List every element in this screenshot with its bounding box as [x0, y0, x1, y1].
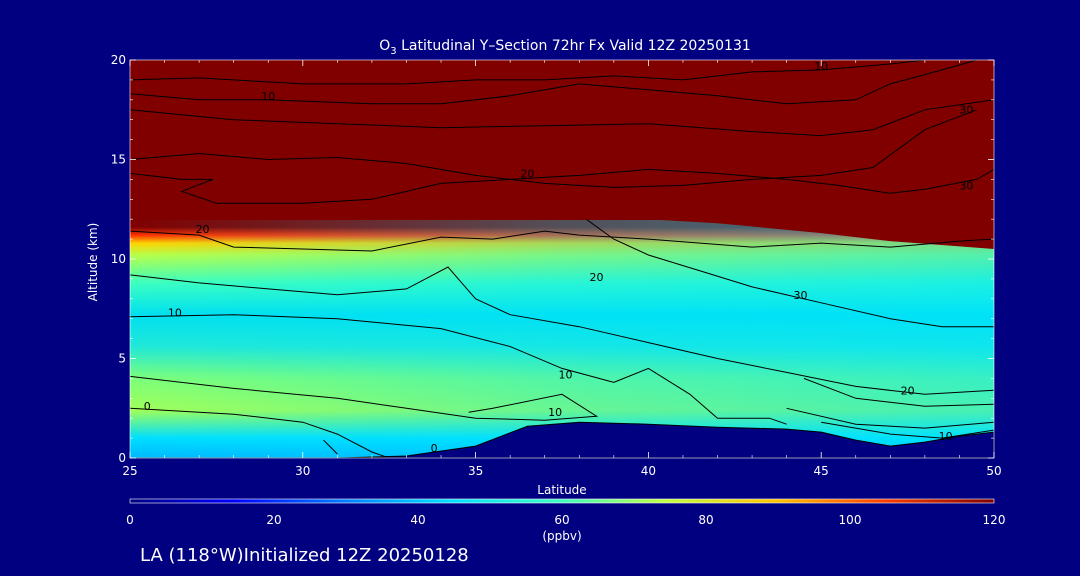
- contour-line: [130, 375, 599, 421]
- colorbar-frame: [129, 498, 995, 504]
- contour-line: [821, 421, 994, 439]
- colorbar: [130, 499, 994, 503]
- contour-line: [130, 168, 994, 204]
- colorbar-unit: (ppbv): [542, 529, 581, 543]
- y-tick-label: 15: [111, 153, 126, 167]
- contour-line: [130, 314, 787, 425]
- y-tick-label: 20: [111, 53, 126, 67]
- contour-line: [130, 407, 390, 458]
- contour-line: [130, 99, 994, 137]
- contour-label: 30: [959, 104, 973, 117]
- y-tick-label: 10: [111, 252, 126, 266]
- colorbar-tick-label: 40: [410, 513, 425, 527]
- x-tick-label: 40: [641, 464, 656, 478]
- colorbar-tick-label: 80: [698, 513, 713, 527]
- colorbar-tick-label: 120: [983, 513, 1006, 527]
- contour-label: 10: [548, 406, 562, 419]
- x-axis-label: Latitude: [537, 483, 586, 497]
- contour-label: 0: [144, 400, 151, 413]
- colorbar-tick-label: 100: [839, 513, 862, 527]
- y-axis-label: Altitude (km): [86, 223, 100, 302]
- contour-label: 10: [168, 307, 182, 320]
- contour-label: 30: [959, 179, 973, 192]
- contour-line: [786, 407, 994, 429]
- contour-line: [130, 230, 994, 252]
- chart-title: O3 Latitudinal Y–Section 72hr Fx Valid 1…: [379, 38, 751, 57]
- ozone-field-shading: [130, 220, 994, 458]
- plot-area: 10 10 30 20 30 20 20 30 10 10 10 0 0 20 10: [130, 60, 994, 458]
- contour-line: [130, 109, 977, 188]
- x-tick-label: 45: [814, 464, 829, 478]
- contour-line: [130, 266, 994, 395]
- y-tick-label: 0: [118, 451, 126, 465]
- terrain: [130, 421, 994, 458]
- x-tick-label: 25: [122, 464, 137, 478]
- contour-label: 10: [814, 60, 828, 73]
- colorbar-tick-label: 20: [266, 513, 281, 527]
- x-tick-label: 50: [986, 464, 1001, 478]
- contour-line: [803, 377, 994, 407]
- contour-label: 10: [558, 368, 572, 381]
- contour-label: 20: [901, 384, 915, 397]
- contour-label: 30: [793, 289, 807, 302]
- stratosphere-region: [130, 60, 994, 249]
- contour-label: 20: [590, 271, 604, 284]
- x-axis: 25 30 35 40 45 50: [122, 60, 1002, 478]
- x-tick-label: 30: [295, 464, 310, 478]
- contour-line: [130, 60, 977, 105]
- y-axis: 0 5 10 15 20: [111, 53, 994, 465]
- colorbar-tick-label: 60: [554, 513, 569, 527]
- contour-line: [130, 60, 925, 85]
- initialization-note: LA (118°W)Initialized 12Z 20250128: [140, 545, 469, 566]
- contour-label: 20: [196, 223, 210, 236]
- contour-line: [323, 439, 338, 455]
- contour-lines: [130, 60, 994, 458]
- contour-label: 20: [520, 167, 534, 180]
- contour-labels: 10 10 30 20 30 20 20 30 10 10 10 0 0 20 10: [144, 60, 974, 455]
- colorbar-tick-label: 0: [126, 513, 134, 527]
- contour-label: 0: [431, 442, 438, 455]
- contour-label: 10: [939, 430, 953, 443]
- contour-label: 10: [261, 90, 275, 103]
- contour-line: [585, 218, 994, 328]
- x-tick-label: 35: [468, 464, 483, 478]
- y-tick-label: 5: [118, 352, 126, 366]
- colorbar-ticks: 0 20 40 60 80 100 120: [126, 513, 1005, 527]
